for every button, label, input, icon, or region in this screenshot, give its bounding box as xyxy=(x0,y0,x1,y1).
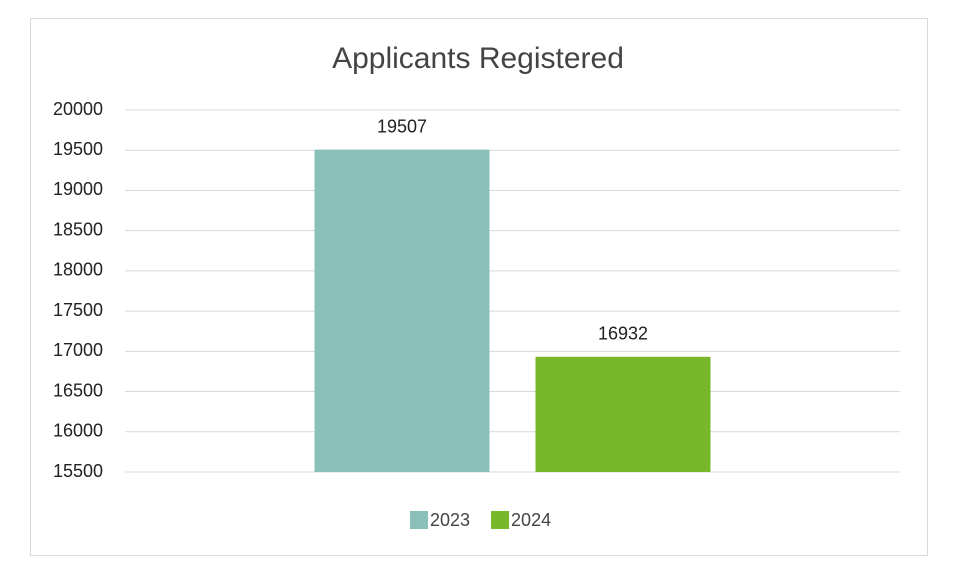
bar xyxy=(314,149,490,472)
y-tick-label: 19000 xyxy=(53,179,103,199)
y-tick-label: 19500 xyxy=(53,139,103,159)
legend-label: 2023 xyxy=(430,510,470,530)
y-tick-label: 18000 xyxy=(53,260,103,280)
y-tick-label: 15500 xyxy=(53,461,103,481)
legend-label: 2024 xyxy=(511,510,551,530)
data-label: 16932 xyxy=(598,324,648,344)
y-tick-label: 17500 xyxy=(53,300,103,320)
y-tick-label: 16000 xyxy=(53,421,103,441)
y-tick-label: 17000 xyxy=(53,340,103,360)
y-tick-label: 18500 xyxy=(53,219,103,239)
chart-title: Applicants Registered xyxy=(332,42,624,75)
data-label: 19507 xyxy=(377,116,427,136)
bar xyxy=(535,356,711,472)
legend-swatch xyxy=(491,511,510,529)
y-tick-label: 16500 xyxy=(53,380,103,400)
legend-swatch xyxy=(410,511,428,529)
y-tick-label: 20000 xyxy=(53,99,103,119)
